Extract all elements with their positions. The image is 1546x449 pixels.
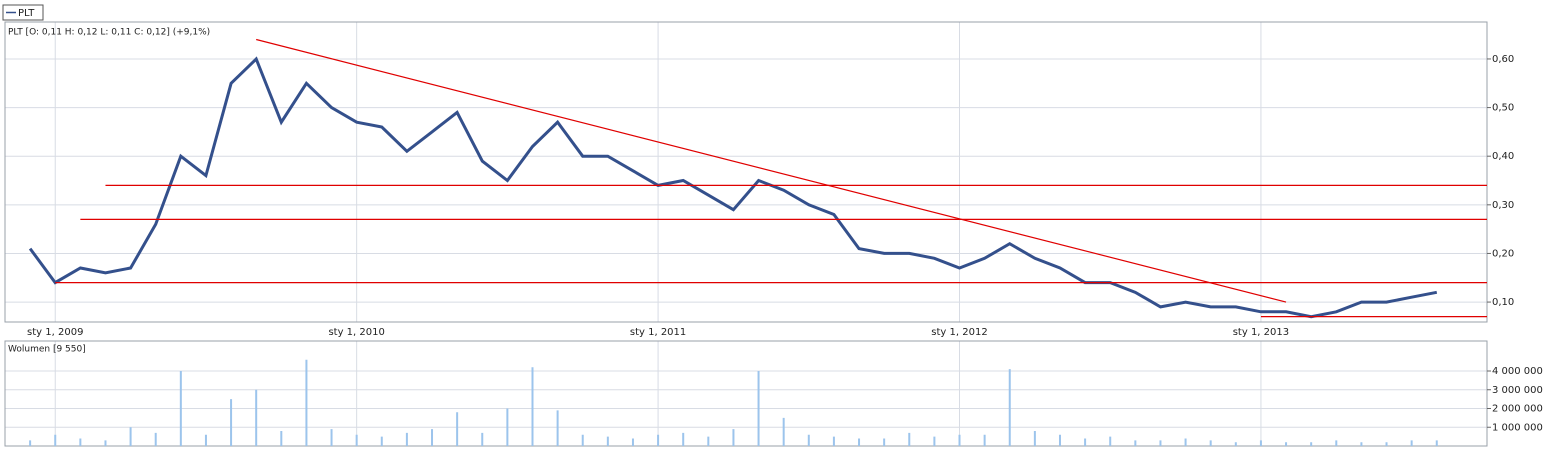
volume-bar xyxy=(606,436,609,446)
volume-bar xyxy=(1058,434,1061,446)
volume-bar xyxy=(431,429,434,446)
volume-bar xyxy=(305,359,308,446)
volume-bar xyxy=(682,432,685,446)
volume-bar xyxy=(1335,440,1338,446)
volume-bar xyxy=(1184,438,1187,446)
volume-bar xyxy=(531,367,534,446)
legend-box xyxy=(2,4,44,21)
volume-bar xyxy=(1209,440,1212,446)
x-tick-label: sty 1, 2012 xyxy=(931,327,987,338)
volume-bar xyxy=(1033,431,1036,446)
volume-bar xyxy=(1159,440,1162,446)
volume-bar xyxy=(230,399,233,446)
volume-bar xyxy=(129,427,132,446)
trend-line xyxy=(256,38,1287,303)
volume-bar xyxy=(54,434,57,446)
volume-bar xyxy=(556,410,559,446)
y-tick-label: 0,10 xyxy=(1492,297,1514,308)
volume-bar xyxy=(807,434,810,446)
volume-bar xyxy=(481,432,484,446)
x-tick-label: sty 1, 2010 xyxy=(328,327,384,338)
x-tick-label: sty 1, 2011 xyxy=(630,327,686,338)
price-line xyxy=(28,56,1438,319)
legend-label: PLT xyxy=(18,8,35,19)
y-tick-label: 4 000 000 xyxy=(1492,366,1543,377)
volume-bar xyxy=(79,438,82,446)
volume-bar xyxy=(657,434,660,446)
volume-bar xyxy=(104,440,107,446)
x-tick-label: sty 1, 2009 xyxy=(27,327,83,338)
y-tick-label: 1 000 000 xyxy=(1492,422,1543,433)
volume-bar xyxy=(958,434,961,446)
volume-bar xyxy=(405,432,408,446)
volume-bar xyxy=(1109,436,1112,446)
volume-bar xyxy=(1259,440,1262,446)
volume-bar xyxy=(204,434,207,446)
volume-bar xyxy=(1084,438,1087,446)
volume-bar xyxy=(1008,369,1011,446)
volume-bar xyxy=(1285,442,1288,446)
volume-bar xyxy=(1234,442,1237,446)
volume-bar xyxy=(1410,440,1413,446)
volume-bar xyxy=(757,371,760,446)
volume-bar xyxy=(1385,442,1388,446)
volume-bar xyxy=(782,417,785,446)
volume-bar xyxy=(858,438,861,446)
volume-bar xyxy=(29,440,32,446)
volume-bar xyxy=(154,432,157,446)
volume-bar xyxy=(832,436,835,446)
volume-bar xyxy=(883,438,886,446)
volume-bar xyxy=(179,371,182,446)
volume-bar xyxy=(908,432,911,446)
volume-bar xyxy=(506,408,509,446)
volume-bar xyxy=(707,436,710,446)
volume-bar xyxy=(581,434,584,446)
volume-bar xyxy=(355,434,358,446)
volume-bar xyxy=(280,431,283,446)
volume-panel xyxy=(4,340,1488,447)
y-tick-label: 0,40 xyxy=(1492,151,1514,162)
y-tick-label: 0,50 xyxy=(1492,103,1514,114)
volume-bar xyxy=(330,429,333,446)
volume-bar xyxy=(732,429,735,446)
volume-bar xyxy=(380,436,383,446)
y-tick-label: 0,60 xyxy=(1492,54,1514,65)
volume-bar xyxy=(456,412,459,446)
volume-bar xyxy=(1310,442,1313,446)
volume-bar xyxy=(933,436,936,446)
y-tick-label: 3 000 000 xyxy=(1492,385,1543,396)
price-panel xyxy=(4,21,1488,323)
volume-bar xyxy=(631,438,634,446)
volume-bar xyxy=(1134,440,1137,446)
volume-bar xyxy=(1435,440,1438,446)
price-info: PLT [O: 0,11 H: 0,12 L: 0,11 C: 0,12] (+… xyxy=(8,28,210,38)
volume-title: Wolumen [9 550] xyxy=(8,345,86,355)
volume-bar xyxy=(983,434,986,446)
y-tick-label: 0,30 xyxy=(1492,200,1514,211)
volume-bar xyxy=(255,389,258,446)
x-tick-label: sty 1, 2013 xyxy=(1233,327,1289,338)
volume-bar xyxy=(1360,442,1363,446)
y-tick-label: 0,20 xyxy=(1492,248,1514,259)
y-tick-label: 2 000 000 xyxy=(1492,404,1543,415)
